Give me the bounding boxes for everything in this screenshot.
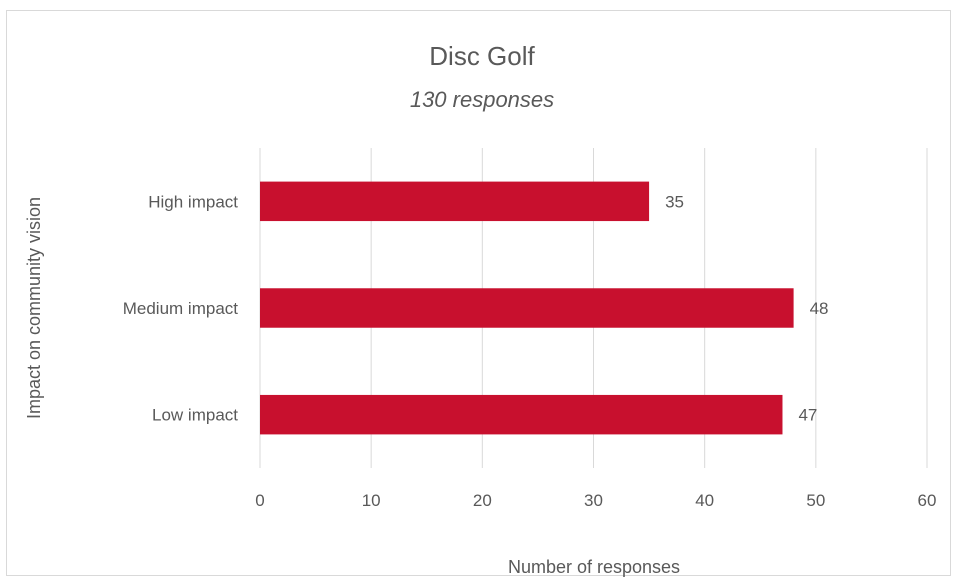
- y-tick-labels: High impact Medium impact Low impact: [123, 192, 239, 424]
- x-tick-label: 10: [362, 491, 381, 510]
- bar-high-impact: [260, 181, 650, 222]
- bars: [260, 181, 794, 435]
- y-tick-label: High impact: [148, 192, 238, 211]
- bar-low-impact: [260, 394, 783, 435]
- data-label: 47: [798, 406, 817, 425]
- x-axis-title: Number of responses: [508, 557, 680, 577]
- x-tick-label: 0: [255, 491, 264, 510]
- chart-title: Disc Golf: [429, 41, 535, 71]
- x-tick-label: 50: [806, 491, 825, 510]
- x-tick-label: 30: [584, 491, 603, 510]
- x-tick-label: 20: [473, 491, 492, 510]
- x-tick-label: 60: [918, 491, 937, 510]
- x-tick-label: 40: [695, 491, 714, 510]
- data-label: 35: [665, 192, 684, 211]
- x-tick-labels: 0 10 20 30 40 50 60: [255, 491, 936, 510]
- y-tick-label: Low impact: [152, 406, 238, 425]
- bar-medium-impact: [260, 288, 794, 328]
- data-labels: 35 48 47: [665, 192, 828, 424]
- chart-subtitle: 130 responses: [410, 87, 554, 112]
- y-axis-title: Impact on community vision: [24, 197, 44, 419]
- y-tick-label: Medium impact: [123, 299, 239, 318]
- data-label: 48: [810, 299, 829, 318]
